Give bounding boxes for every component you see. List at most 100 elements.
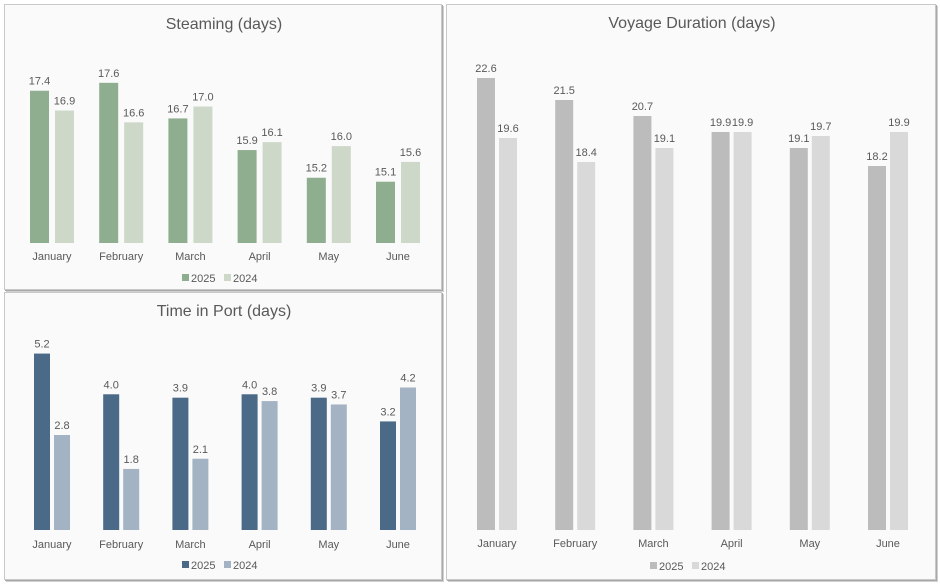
bar-2025-january [477,78,495,530]
data-label: 21.5 [553,85,574,97]
legend-swatch [650,562,657,569]
bar-2025-march [168,118,188,243]
x-tick-label: February [99,539,144,551]
data-label: 15.9 [236,135,257,147]
data-label: 15.6 [400,147,421,159]
data-label: 16.9 [54,96,75,108]
bar-2025-may [789,148,808,530]
data-label: 3.7 [331,389,346,401]
legend-label: 2024 [233,273,257,285]
legend-label: 2024 [701,561,725,573]
bar-2024-march [655,148,674,530]
x-tick-label: January [477,538,517,550]
data-label: 19.1 [788,133,809,145]
data-label: 2.1 [193,444,208,456]
x-tick-label: June [386,539,410,551]
x-tick-label: May [318,539,339,551]
x-tick-label: February [99,251,144,263]
bar-2024-may [331,146,351,243]
bar-2024-may [330,404,347,530]
data-label: 18.2 [866,151,887,163]
bar-2024-january [499,138,517,530]
legend-label: 2025 [659,561,683,573]
data-label: 16.6 [123,107,144,119]
bar-2024-may [811,136,830,530]
bar-2025-may [310,397,327,530]
data-label: 16.1 [261,127,282,139]
data-label: 17.6 [98,68,119,80]
bar-2025-february [555,100,574,530]
bar-2025-june [380,421,396,530]
data-label: 17.0 [192,92,213,104]
bar-2024-february [124,122,144,243]
bar-2024-january [54,435,70,530]
bar-2025-january [30,90,49,243]
data-label: 19.7 [810,121,831,133]
voyage-duration-chart-panel: Voyage Duration (days) 22.6 19.6 January 21.… [446,4,936,580]
bar-2024-february [577,162,596,530]
bar-2025-march [633,116,652,530]
bar-2025-march [172,397,189,530]
x-tick-label: April [249,539,271,551]
time-in-port-chart-panel: Time in Port (days) 5.2 2.8 January 4.0 1.8 Fe… [4,292,442,580]
legend-swatch [224,274,231,281]
data-label: 22.6 [475,63,496,75]
data-label: 2.8 [54,420,69,432]
bar-2024-june [401,161,420,243]
data-label: 5.2 [34,339,49,351]
data-label: 3.9 [173,383,188,395]
bar-2024-april [733,132,752,530]
time-in-port-chart: Time in Port (days) 5.2 2.8 January 4.0 1.8 Fe… [32,303,416,572]
data-label: 3.9 [311,383,326,395]
legend-swatch [182,561,189,568]
x-tick-label: January [32,539,72,551]
bar-2024-february [123,468,140,530]
x-tick-label: April [721,538,743,550]
data-label: 4.0 [104,379,119,391]
legend-label: 2025 [191,273,215,285]
data-label: 19.1 [654,133,675,145]
bar-2025-may [306,177,326,243]
data-label: 17.4 [29,76,50,88]
chart-title: Time in Port (days) [157,303,292,320]
bar-2024-january [55,110,74,243]
x-tick-label: March [175,251,206,263]
bar-2024-june [400,387,416,530]
legend-swatch [692,562,699,569]
bar-2025-june [376,181,395,243]
data-label: 18.4 [575,147,596,159]
bar-2025-february [99,82,119,243]
x-tick-label: June [876,538,900,550]
bar-2024-march [193,106,213,243]
data-label: 19.9 [888,117,909,129]
x-tick-label: March [175,539,206,551]
bar-2024-april [261,401,278,530]
x-tick-label: May [799,538,820,550]
x-tick-label: April [249,251,271,263]
legend-swatch [224,561,231,568]
steaming-chart-panel: Steaming (days) 17.4 16.9 January 17.6 16.6 Fe… [4,4,442,290]
legend-swatch [182,274,189,281]
legend-label: 2025 [191,560,215,572]
data-label: 15.1 [375,167,396,179]
chart-title: Voyage Duration (days) [608,15,775,32]
data-label: 19.6 [497,123,518,135]
bar-2025-april [241,394,258,530]
bar-2025-april [711,132,730,530]
x-tick-label: March [638,538,669,550]
data-label: 4.0 [242,379,257,391]
data-label: 1.8 [124,454,139,466]
data-label: 4.2 [400,373,415,385]
x-tick-label: January [32,251,72,263]
bar-2024-april [262,142,282,243]
data-label: 16.0 [331,131,352,143]
bar-2025-february [103,394,120,530]
data-label: 20.7 [632,101,653,113]
data-label: 15.2 [306,163,327,175]
bar-2025-april [237,150,257,243]
data-label: 19.9 [732,117,753,129]
data-label: 16.7 [167,103,188,115]
bar-2024-june [890,132,908,530]
data-label: 3.8 [262,386,277,398]
x-tick-label: June [386,251,410,263]
